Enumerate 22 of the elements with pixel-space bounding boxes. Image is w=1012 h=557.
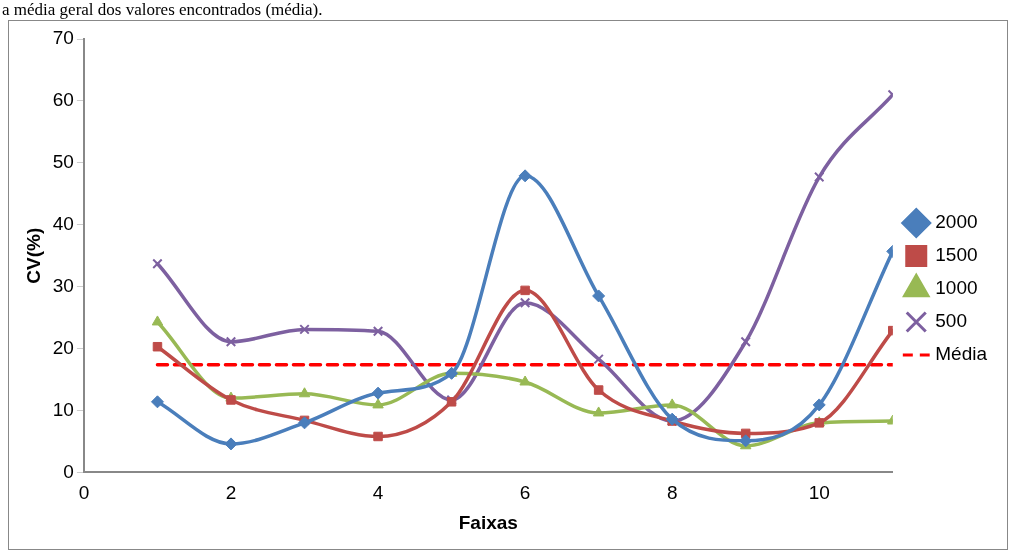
y-tick-label: 20 (52, 336, 74, 358)
y-tick-label: 40 (52, 212, 74, 234)
x-tick-label: 8 (666, 482, 678, 504)
legend-label: Média (935, 343, 988, 365)
x-tick-label: 4 (372, 482, 384, 504)
legend-label: 1000 (935, 277, 978, 299)
y-axis-title: CV(%) (22, 227, 44, 284)
y-tick-label: 70 (52, 27, 74, 49)
legend-label: 2000 (935, 211, 978, 233)
y-tick-label: 0 (63, 460, 74, 482)
x-tick-label: 10 (808, 482, 830, 504)
x-axis-title: Faixas (458, 511, 518, 533)
x-tick-label: 6 (519, 482, 531, 504)
y-tick-label: 10 (52, 398, 74, 420)
text: a média geral dos valores encontrados (média). (1, 0, 324, 20)
y-tick-label: 50 (52, 151, 74, 173)
x-tick-label: 2 (225, 482, 237, 504)
x-tick-label: 0 (78, 482, 90, 504)
y-tick-label: 60 (52, 89, 74, 111)
y-tick-label: 30 (52, 274, 74, 296)
legend-label: 500 (935, 310, 967, 332)
legend-label: 1500 (935, 244, 978, 266)
